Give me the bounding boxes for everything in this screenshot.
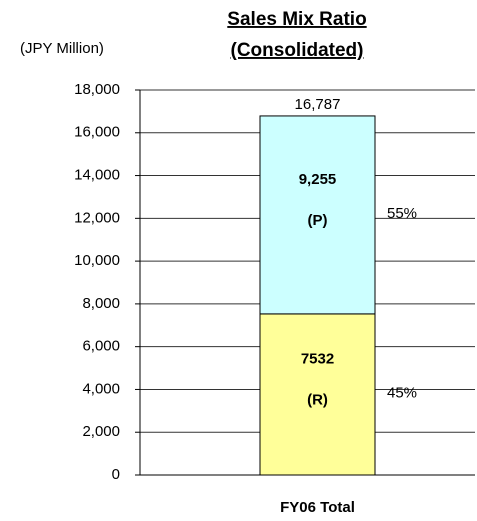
- y-tick-label: 16,000: [74, 124, 120, 141]
- y-tick-label: 2,000: [82, 423, 120, 440]
- share-label: 45%: [387, 384, 417, 401]
- share-label: 55%: [387, 205, 417, 222]
- bar-segment: [259, 115, 376, 315]
- value-label: 7532: [301, 350, 334, 367]
- y-axis-label: (JPY Million): [20, 40, 104, 57]
- bar-segment: [259, 313, 376, 476]
- value-label: 9,255: [299, 171, 337, 188]
- x-tick-label: FY06 Total: [280, 499, 355, 516]
- chart-title: Sales Mix Ratio: [227, 9, 366, 30]
- chart-subtitle: (Consolidated): [231, 40, 364, 61]
- y-tick-label: 18,000: [74, 81, 120, 98]
- y-tick-label: 14,000: [74, 167, 120, 184]
- y-tick-label: 12,000: [74, 209, 120, 226]
- y-tick-label: 6,000: [82, 338, 120, 355]
- y-tick-label: 10,000: [74, 252, 120, 269]
- y-tick-label: 0: [112, 466, 120, 483]
- y-tick-label: 8,000: [82, 295, 120, 312]
- y-tick-label: 4,000: [82, 380, 120, 397]
- segment-name: (P): [308, 212, 328, 229]
- total-label: 16,787: [295, 96, 341, 113]
- segment-name: (R): [307, 391, 328, 408]
